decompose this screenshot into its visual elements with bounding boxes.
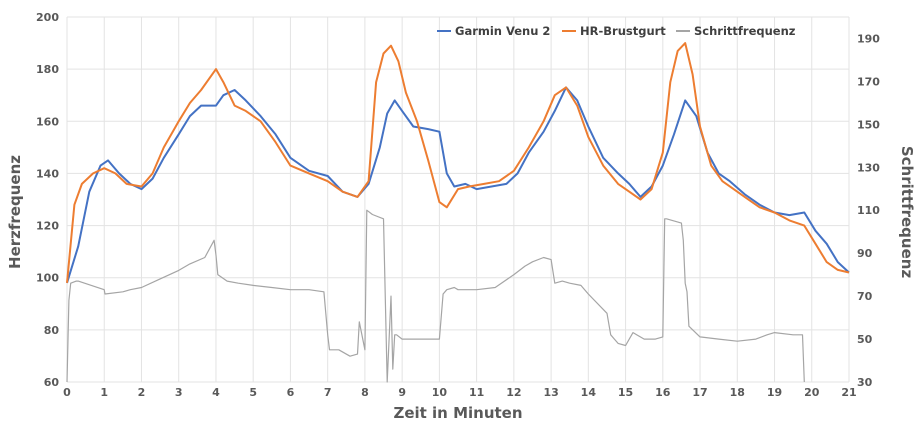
legend-label-1: HR-Brustgurt [580, 24, 666, 38]
x-tick-label-18: 18 [730, 386, 745, 399]
x-tick-label-17: 17 [692, 386, 707, 399]
y-right-tick-label-3: 90 [857, 247, 873, 260]
x-tick-label-13: 13 [543, 386, 558, 399]
x-tick-label-2: 2 [138, 386, 146, 399]
y-right-tick-label-1: 50 [857, 333, 873, 346]
y-left-tick-label-0: 60 [44, 376, 60, 389]
y-left-tick-label-1: 80 [44, 324, 60, 337]
series-line-schrittfrequenz [66, 209, 805, 383]
y-left-tick-label-3: 120 [36, 220, 59, 233]
y-right-tick-label-6: 150 [857, 118, 880, 131]
x-tick-label-14: 14 [581, 386, 597, 399]
y-axis-title-left: Herzfrequenz [6, 155, 24, 269]
series-layer [66, 42, 850, 383]
series-line-hr-brustgurt [66, 42, 850, 283]
series-line-garmin-venu-2 [66, 86, 850, 284]
x-tick-label-1: 1 [100, 386, 108, 399]
x-tick-label-7: 7 [324, 386, 332, 399]
x-tick-label-11: 11 [469, 386, 484, 399]
x-axis-title: Zeit in Minuten [393, 404, 522, 422]
x-tick-label-3: 3 [175, 386, 183, 399]
y-left-tick-label-6: 180 [36, 63, 59, 76]
ticks: 0 1 2 3 4 5 6 7 8 9 10 11 12 13 14 15 16 17 18 19 20 21608010… [36, 11, 880, 399]
x-tick-label-10: 10 [432, 386, 448, 399]
x-tick-label-8: 8 [361, 386, 369, 399]
x-tick-label-19: 19 [767, 386, 782, 399]
grid [66, 16, 850, 383]
x-tick-label-6: 6 [287, 386, 295, 399]
y-left-tick-label-2: 100 [36, 272, 59, 285]
x-tick-label-20: 20 [804, 386, 820, 399]
y-axis-title-right: Schrittfrequenz [898, 146, 916, 279]
y-right-tick-label-2: 70 [857, 290, 873, 303]
y-right-tick-label-5: 130 [857, 161, 880, 174]
y-right-tick-label-8: 190 [857, 32, 880, 45]
x-tick-label-5: 5 [249, 386, 257, 399]
legend-label-0: Garmin Venu 2 [455, 24, 550, 38]
y-right-tick-label-4: 110 [857, 204, 880, 217]
x-tick-label-12: 12 [506, 386, 521, 399]
x-tick-label-16: 16 [655, 386, 671, 399]
x-tick-label-4: 4 [212, 386, 220, 399]
x-tick-label-15: 15 [618, 386, 633, 399]
y-left-tick-label-5: 160 [36, 115, 59, 128]
y-right-tick-label-0: 30 [857, 376, 873, 389]
x-tick-label-0: 0 [63, 386, 71, 399]
legend: Garmin Venu 2 HR-Brustgurt Schrittfrequenz [437, 24, 796, 38]
x-tick-label-9: 9 [398, 386, 406, 399]
y-left-tick-label-7: 200 [36, 11, 59, 24]
x-tick-label-21: 21 [841, 386, 856, 399]
y-left-tick-label-4: 140 [36, 167, 59, 180]
legend-label-2: Schrittfrequenz [694, 24, 796, 38]
y-right-tick-label-7: 170 [857, 75, 880, 88]
